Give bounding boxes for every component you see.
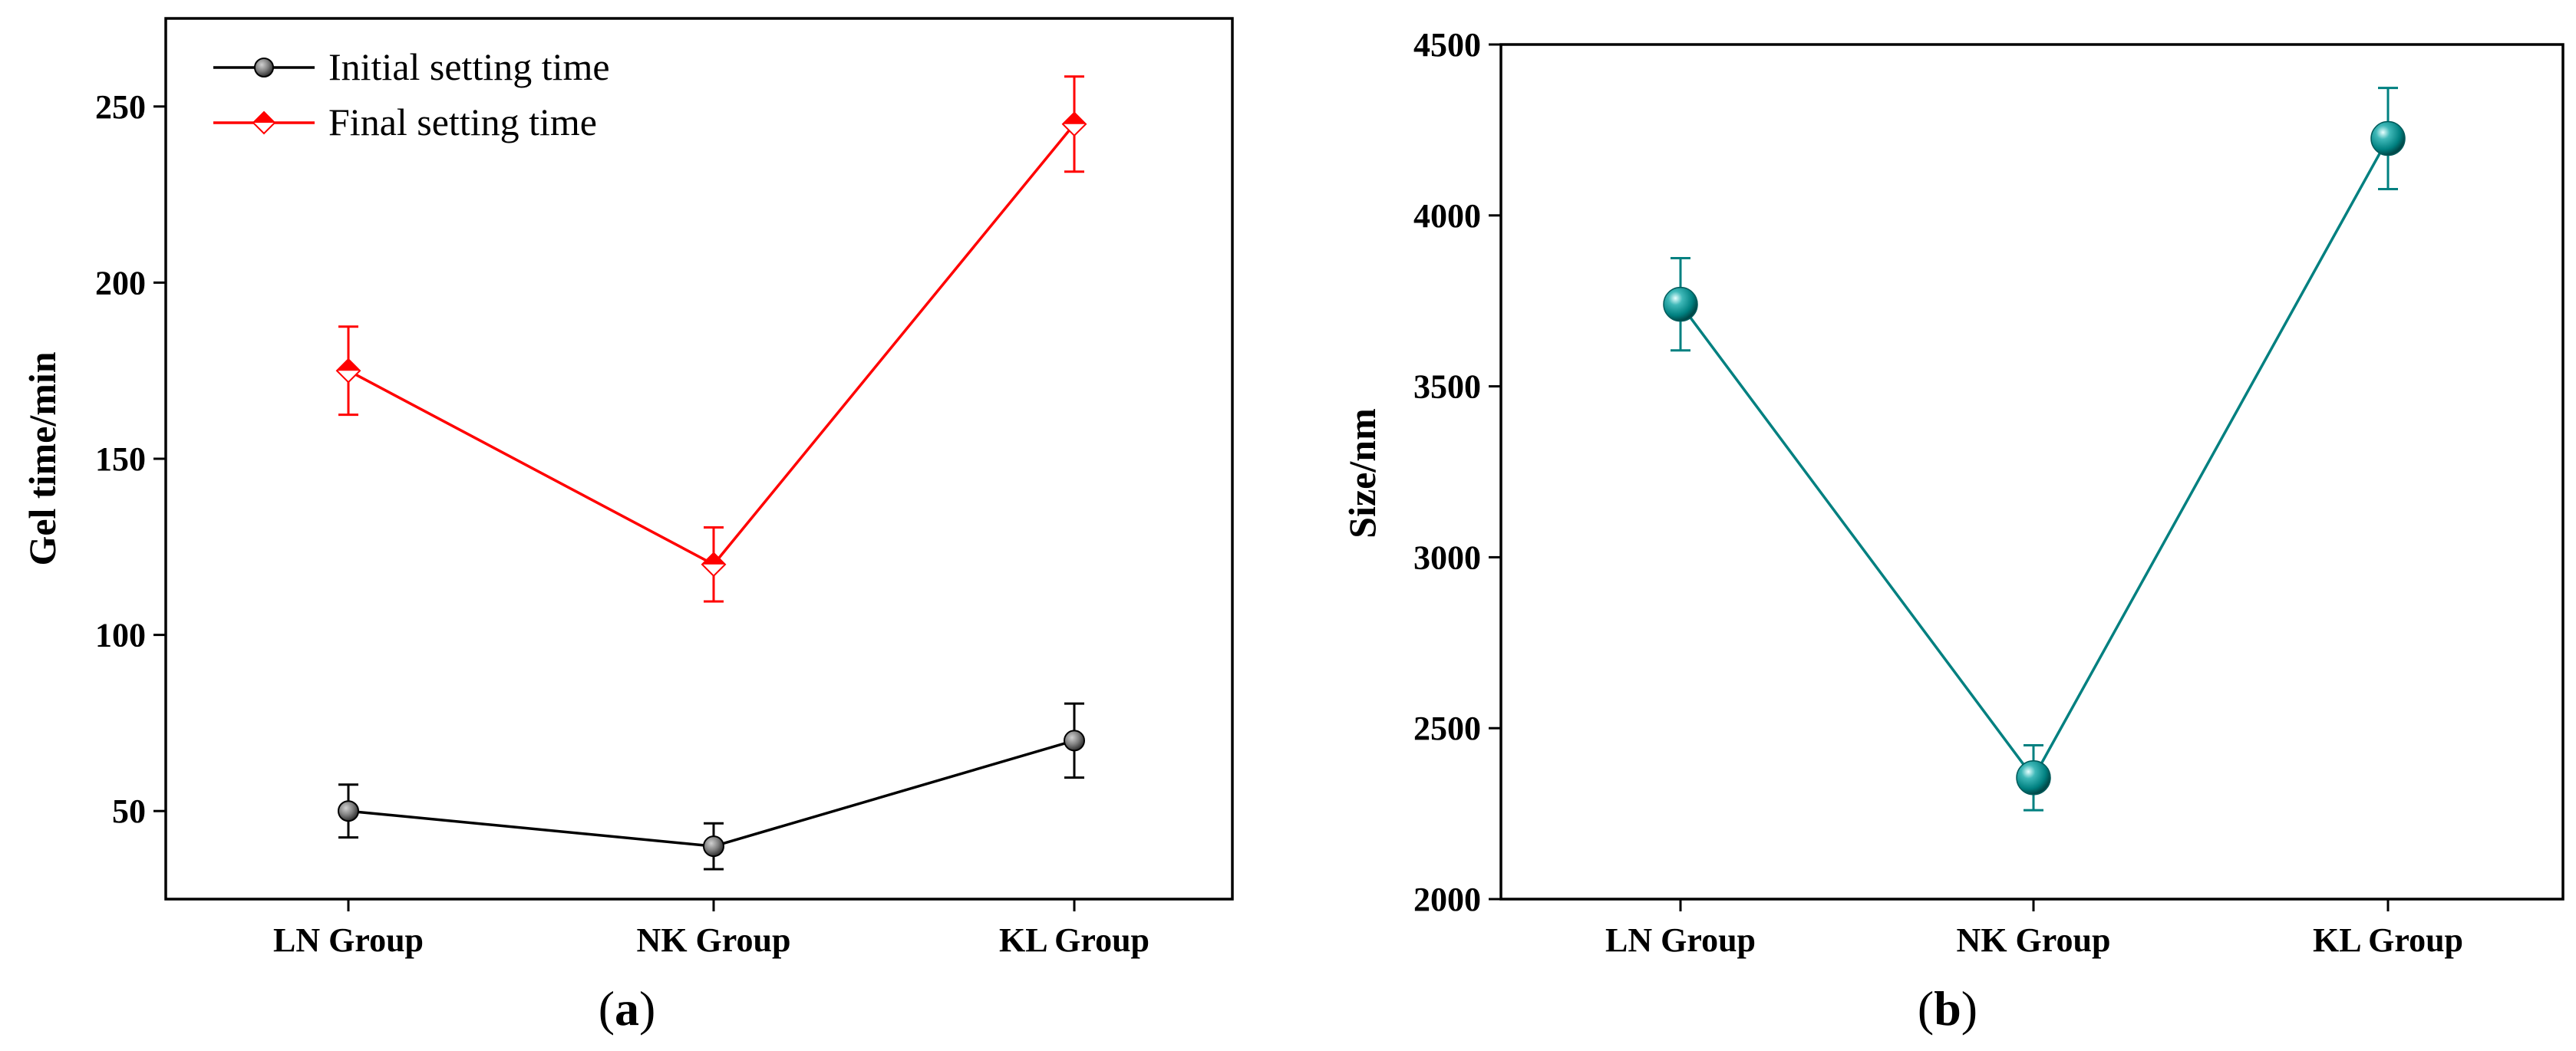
series-line-a-0 [348, 739, 1075, 848]
x-tick-label-b: KL Group [2313, 921, 2463, 959]
y-axis-title-b: Size/nm [1341, 408, 1384, 538]
data-point [701, 552, 727, 578]
data-point [335, 357, 361, 384]
y-tick-label-b: 4500 [1413, 26, 1481, 64]
plot-frame-a [164, 17, 1234, 901]
legend-entry-final: Final setting time [213, 100, 597, 143]
data-point-diamond-top [337, 359, 360, 371]
y-tick-label-b: 3500 [1413, 368, 1481, 406]
y-tick-label-b: 3000 [1413, 539, 1481, 576]
x-tick-label-b: LN Group [1605, 921, 1756, 959]
data-point [2370, 120, 2406, 156]
x-tick-label-a: LN Group [273, 921, 424, 959]
data-point-diamond-top [1063, 112, 1086, 124]
legend-marker-final [252, 110, 276, 135]
data-point [1663, 286, 1698, 322]
x-tick-label-a: KL Group [999, 921, 1149, 959]
panel-label-a-letter: a [615, 981, 639, 1036]
x-tick-label-a: NK Group [637, 921, 791, 959]
plot-frame-b [1499, 43, 2564, 901]
y-tick-label-a: 100 [95, 617, 146, 654]
y-tick-label-a: 150 [95, 440, 146, 478]
panel-label-b: (b) [1918, 981, 1977, 1036]
data-point [338, 800, 359, 822]
panel-label-b-letter: b [1934, 981, 1961, 1036]
x-tick-label-b: NK Group [1957, 921, 2111, 959]
data-point [1061, 111, 1087, 137]
legend-label-final: Final setting time [328, 100, 597, 143]
data-point-diamond-top [702, 552, 725, 565]
y-tick-label-b: 2000 [1413, 881, 1481, 918]
series-line-b-0 [1679, 137, 2390, 781]
y-tick-label-a: 50 [112, 792, 146, 830]
y-tick-label-a: 200 [95, 264, 146, 301]
y-tick-label-a: 250 [95, 88, 146, 126]
y-tick-label-b: 4000 [1413, 197, 1481, 235]
y-axis-title-a: Gel time/min [21, 351, 64, 565]
series-line-a-1 [348, 123, 1076, 566]
legend-marker-initial [254, 58, 274, 77]
legend-entry-initial: Initial setting time [213, 45, 610, 88]
y-tick-label-b: 2500 [1413, 710, 1481, 747]
legend: Initial setting time Final setting time [213, 45, 610, 143]
data-point [1064, 730, 1085, 752]
chart-panel-b: 2000 2500 3000 3500 4000 4500 LN Group NK Grou… [1341, 26, 2564, 1036]
legend-label-initial: Initial setting time [328, 45, 610, 88]
data-point [2016, 760, 2051, 796]
data-point [703, 835, 724, 858]
panel-label-a: (a) [599, 981, 656, 1036]
